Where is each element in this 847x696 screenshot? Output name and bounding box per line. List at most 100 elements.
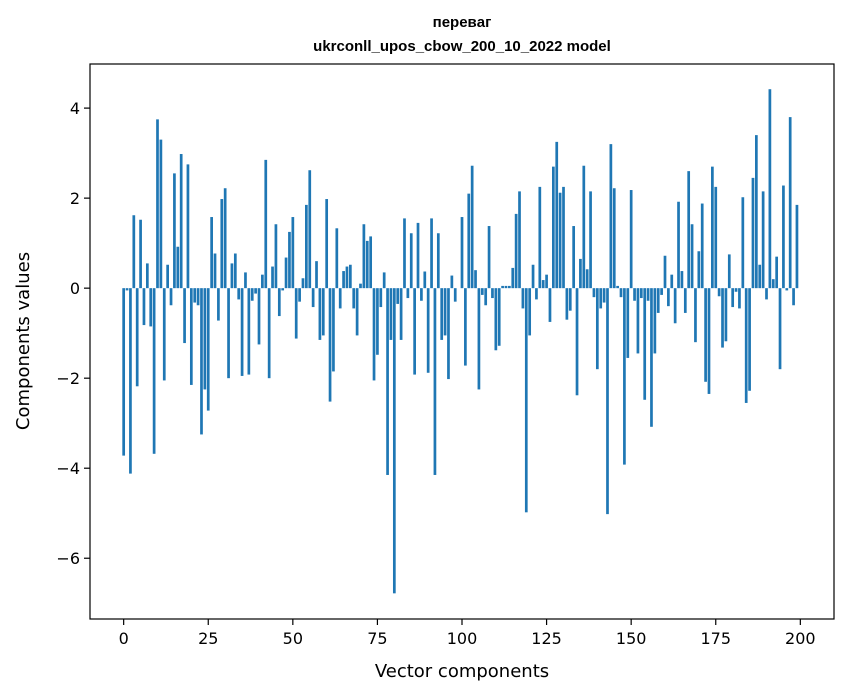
y-axis-label: Components values — [13, 252, 34, 430]
bar — [521, 288, 525, 309]
bar — [612, 188, 616, 289]
bar — [139, 219, 142, 289]
bar — [480, 288, 484, 295]
bar — [386, 288, 389, 475]
bar — [200, 288, 203, 435]
bar — [369, 236, 373, 289]
bar — [464, 288, 467, 366]
bar — [274, 224, 278, 289]
bar — [183, 288, 186, 344]
bar — [284, 257, 288, 289]
bar — [389, 288, 393, 340]
bar — [447, 288, 450, 380]
bar — [616, 285, 619, 289]
bar — [281, 288, 285, 291]
bar — [359, 283, 362, 289]
bar — [213, 253, 217, 289]
bar — [450, 275, 454, 289]
bar — [271, 266, 274, 289]
bar — [552, 166, 555, 289]
bar — [541, 280, 545, 289]
bar — [667, 288, 670, 307]
bar — [149, 288, 153, 327]
bar — [538, 186, 542, 289]
bar — [399, 288, 403, 340]
bar — [277, 288, 281, 317]
bar — [738, 288, 741, 309]
bar — [568, 288, 572, 311]
bar — [748, 288, 751, 391]
bar — [135, 288, 139, 387]
chart-subtitle: ukrconll_upos_cbow_200_10_2022 model — [313, 38, 611, 55]
bar — [734, 288, 738, 292]
bar — [707, 288, 711, 394]
bar — [602, 288, 606, 303]
x-tick-label: 175 — [700, 629, 731, 648]
bar — [247, 288, 251, 375]
bar — [392, 288, 396, 594]
bar — [308, 170, 312, 289]
bar — [166, 264, 169, 289]
bar — [650, 288, 653, 427]
bar — [758, 264, 762, 289]
y-tick-label: 4 — [70, 99, 80, 118]
bar — [203, 288, 207, 390]
bar — [301, 278, 305, 289]
bar — [619, 288, 623, 298]
bar — [545, 274, 548, 289]
x-tick-label: 0 — [119, 629, 129, 648]
bar — [690, 224, 694, 289]
bar — [585, 269, 589, 289]
bar — [436, 233, 440, 289]
bar — [230, 263, 234, 289]
bar — [727, 254, 731, 289]
bar — [792, 288, 795, 306]
bar — [724, 288, 728, 342]
bar — [558, 192, 562, 289]
bar — [778, 288, 782, 370]
bar — [145, 263, 149, 289]
bar — [433, 288, 437, 475]
bar — [362, 224, 366, 289]
bar — [470, 165, 474, 289]
bar — [460, 217, 464, 289]
bar — [795, 204, 799, 289]
chart-title: перевaг — [433, 14, 492, 31]
bar — [744, 288, 748, 403]
bar — [227, 288, 230, 379]
bar — [595, 288, 599, 370]
bar — [633, 288, 636, 301]
bar — [409, 233, 413, 289]
bar — [653, 288, 657, 354]
bar — [210, 217, 213, 289]
bar — [189, 288, 193, 385]
bar — [788, 117, 792, 289]
bar — [501, 285, 504, 289]
bar — [599, 288, 603, 309]
bar — [176, 246, 180, 289]
bar — [646, 288, 650, 301]
bar — [223, 188, 227, 289]
bar — [524, 288, 528, 513]
bar — [721, 288, 724, 348]
bar — [420, 288, 423, 301]
bar — [528, 288, 532, 336]
bar — [731, 288, 735, 308]
y-tick-label: 2 — [70, 189, 80, 208]
bar — [305, 204, 308, 289]
bar — [244, 272, 247, 289]
bar — [321, 288, 325, 336]
bar — [217, 288, 220, 321]
bar — [680, 271, 684, 289]
bar — [511, 267, 515, 289]
bar — [717, 288, 721, 297]
bar — [535, 288, 538, 300]
x-tick-label: 125 — [531, 629, 562, 648]
x-tick-label: 25 — [198, 629, 218, 648]
y-tick-label: 0 — [70, 279, 80, 298]
bar — [416, 222, 420, 289]
bar — [125, 288, 129, 291]
bar — [440, 288, 444, 340]
bar — [555, 141, 559, 289]
bar — [257, 288, 261, 345]
